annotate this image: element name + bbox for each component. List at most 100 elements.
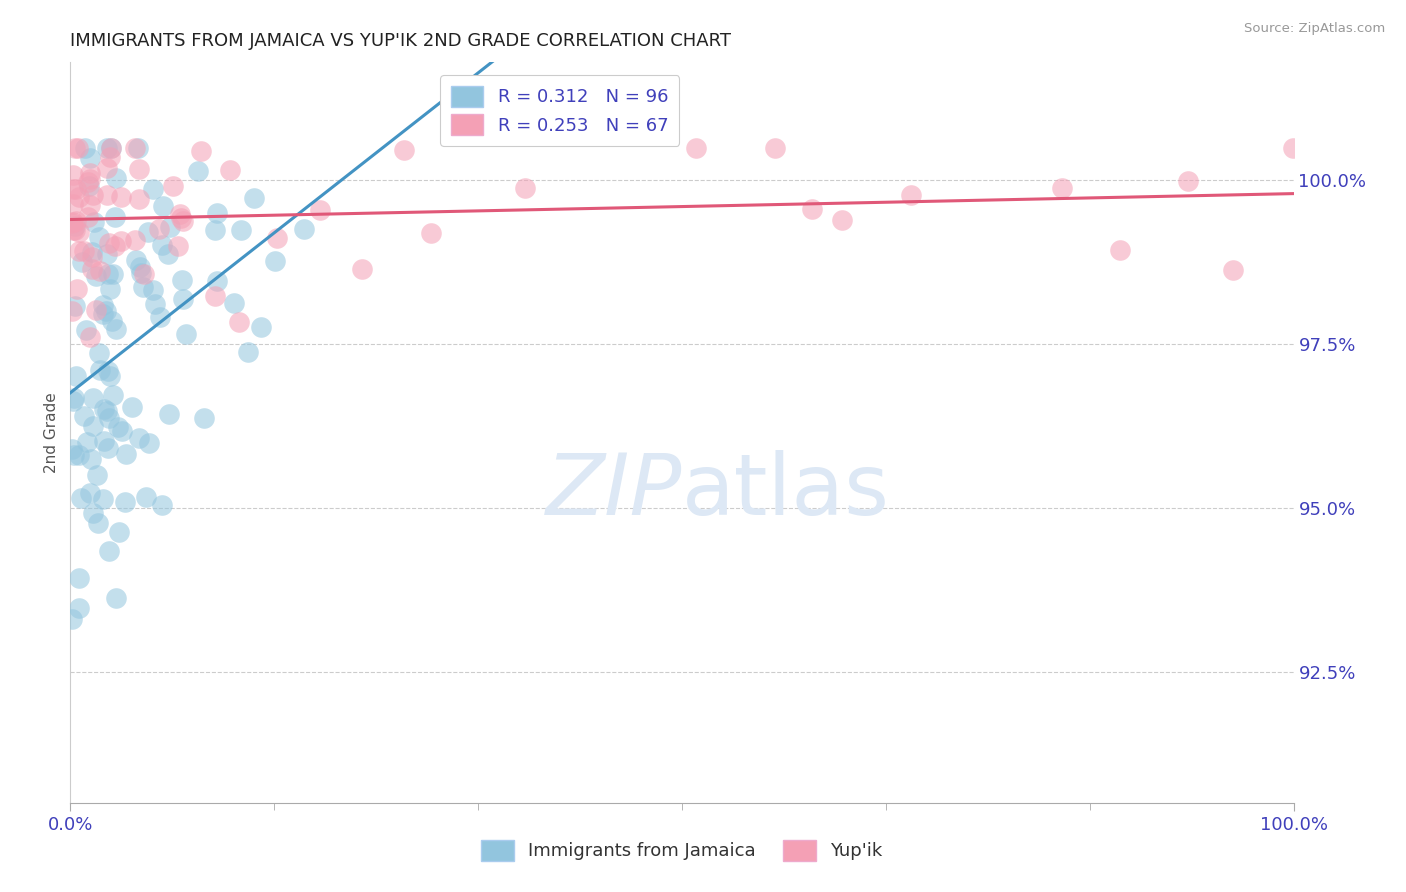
Text: IMMIGRANTS FROM JAMAICA VS YUP'IK 2ND GRADE CORRELATION CHART: IMMIGRANTS FROM JAMAICA VS YUP'IK 2ND GR… [70, 32, 731, 50]
Point [129, 267, 152, 281]
Point [98, 149, 121, 163]
Point [67, 190, 90, 204]
Point [63, 219, 86, 234]
Point [60, 612, 83, 626]
Point [104, 322, 127, 336]
Point [124, 233, 146, 247]
Point [79, 330, 101, 344]
Point [67, 140, 90, 154]
Point [65, 213, 87, 227]
Point [190, 144, 212, 158]
Point [98, 282, 121, 296]
Point [101, 388, 124, 402]
Point [152, 199, 174, 213]
Point [63, 391, 86, 405]
Point [101, 267, 124, 281]
Point [420, 226, 443, 240]
Point [91, 297, 114, 311]
Point [156, 247, 179, 261]
Point [104, 210, 127, 224]
Point [159, 220, 181, 235]
Point [73, 244, 96, 258]
Point [128, 431, 150, 445]
Point [79, 178, 101, 193]
Point [62, 215, 84, 229]
Point [93, 402, 115, 417]
Point [72, 254, 94, 268]
Point [91, 307, 114, 321]
Point [65, 181, 87, 195]
Point [124, 141, 146, 155]
Point [67, 225, 90, 239]
Point [114, 495, 136, 509]
Point [79, 172, 101, 186]
Point [111, 424, 134, 438]
Point [100, 140, 122, 154]
Point [79, 198, 101, 212]
Point [62, 448, 84, 462]
Point [60, 303, 83, 318]
Point [228, 315, 250, 329]
Point [76, 175, 98, 189]
Point [309, 203, 332, 218]
Point [128, 192, 150, 206]
Point [84, 302, 107, 317]
Point [86, 468, 108, 483]
Legend: Immigrants from Jamaica, Yup'ik: Immigrants from Jamaica, Yup'ik [474, 832, 890, 868]
Point [60, 442, 83, 456]
Point [157, 407, 180, 421]
Point [231, 223, 253, 237]
Point [222, 296, 245, 310]
Point [513, 181, 536, 195]
Point [108, 525, 131, 540]
Point [207, 274, 229, 288]
Point [97, 364, 120, 378]
Point [128, 161, 150, 176]
Point [350, 261, 373, 276]
Point [62, 393, 84, 408]
Point [132, 279, 155, 293]
Point [193, 410, 215, 425]
Point [174, 326, 197, 341]
Point [82, 419, 104, 434]
Point [79, 485, 101, 500]
Point [1177, 174, 1199, 188]
Point [98, 369, 121, 384]
Point [128, 260, 150, 275]
Point [264, 254, 287, 268]
Point [110, 234, 132, 248]
Point [97, 267, 120, 281]
Point [266, 231, 288, 245]
Point [80, 261, 103, 276]
Point [77, 211, 100, 225]
Point [170, 272, 193, 286]
Point [1222, 263, 1244, 277]
Point [1281, 140, 1303, 154]
Point [152, 238, 174, 252]
Point [87, 516, 110, 530]
Point [82, 250, 104, 264]
Point [82, 188, 104, 202]
Point [67, 449, 90, 463]
Point [187, 163, 209, 178]
Point [96, 140, 118, 154]
Point [83, 215, 105, 229]
Point [73, 409, 96, 424]
Point [104, 591, 127, 606]
Point [73, 140, 96, 154]
Point [82, 506, 104, 520]
Point [67, 601, 90, 615]
Point [79, 166, 101, 180]
Point [125, 252, 148, 267]
Point [204, 289, 226, 303]
Point [96, 403, 118, 417]
Point [96, 187, 118, 202]
Point [70, 491, 93, 506]
Point [172, 293, 194, 307]
Point [76, 435, 98, 450]
Point [138, 436, 160, 450]
Point [100, 140, 122, 154]
Point [96, 247, 118, 261]
Point [97, 236, 120, 251]
Point [66, 282, 89, 296]
